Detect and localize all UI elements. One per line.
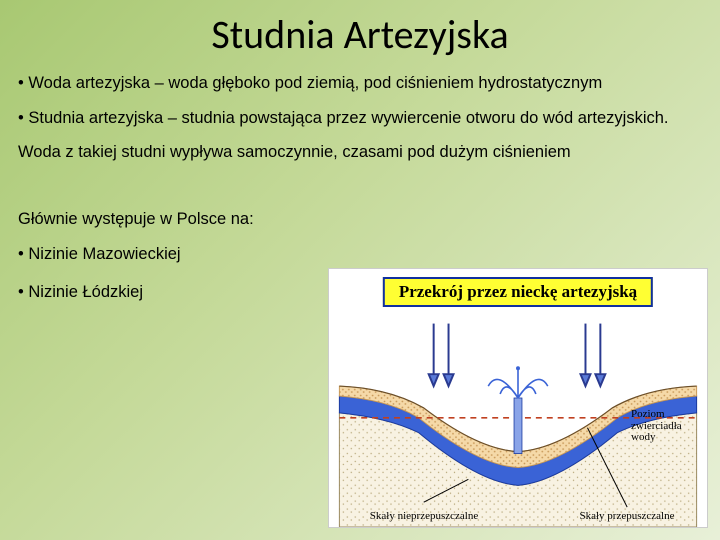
bullet-2: • Studnia artezyjska – studnia powstając…: [18, 108, 702, 129]
page-title: Studnia Artezyjska: [0, 0, 720, 73]
locations-intro: Głównie występuje w Polsce na:: [18, 209, 702, 230]
location-1: • Nizinie Mazowieckiej: [18, 244, 702, 265]
diagram-container: Przekrój przez nieckę artezyjską: [328, 268, 708, 528]
bullet-1-text: Woda artezyjska – woda głęboko pod ziemi…: [28, 74, 602, 92]
location-2-text: Nizinie Łódzkiej: [28, 283, 143, 301]
paragraph-flow: Woda z takiej studni wypływa samoczynnie…: [18, 142, 702, 163]
label-water-level: Poziom zwierciadła wody: [631, 409, 701, 444]
artesian-diagram-svg: [329, 269, 707, 527]
label-left-rock: Skały nieprzepuszczalne: [369, 511, 479, 523]
diagram-title: Przekrój przez nieckę artezyjską: [383, 277, 653, 307]
bullet-1: • Woda artezyjska – woda głęboko pod zie…: [18, 73, 702, 94]
location-1-text: Nizinie Mazowieckiej: [28, 245, 180, 263]
bullet-2-text: Studnia artezyjska – studnia powstająca …: [28, 109, 668, 127]
label-right-rock: Skały przepuszczalne: [577, 511, 677, 523]
